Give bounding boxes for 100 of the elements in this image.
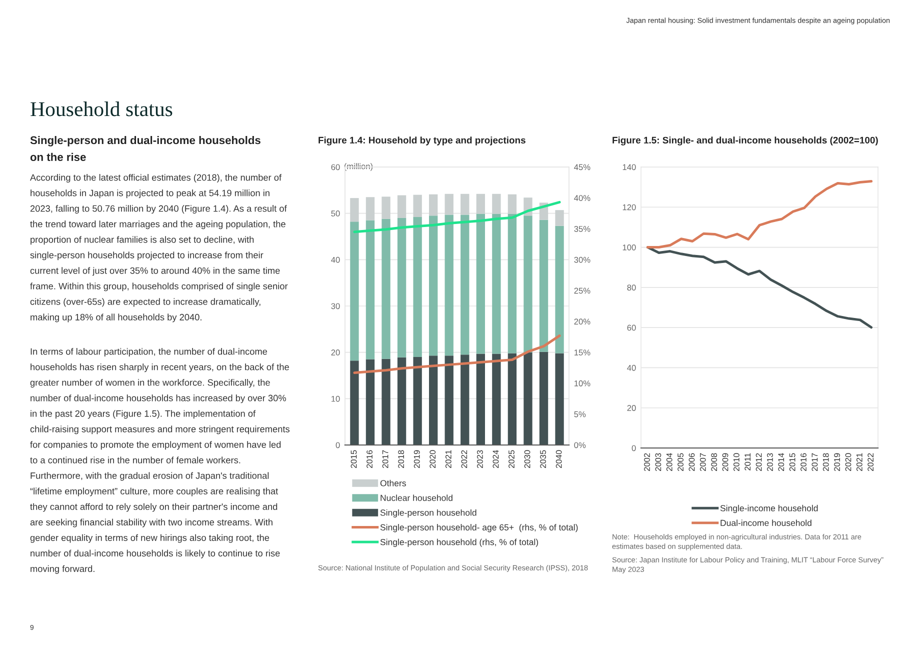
legend-label: Dual-income household bbox=[720, 520, 812, 526]
legend-label: Single-person household (rhs, % of total) bbox=[380, 538, 538, 547]
chart-title: Figure 1.5: Single- and dual-income households (2002=100) bbox=[612, 136, 878, 146]
x-tick-label: 2007 bbox=[700, 453, 706, 471]
text: According to the latest official estimates (2018), the number of households in Japan is projected to peak at 54.19 million in 2023, falling to 50.76 million by 2040 (Figure 1.4). As a result of the trend toward later marriages and the ageing population, the proportion of nuclear families is also set to decline, with single-person households projected to increase from their current level of just over 35% to around 40% in the same time frame. Within this group, households comprised of single senior citizens (over-65s) are expected to increase dramatically, making up 18% of all households by 2040. bbox=[30, 174, 288, 322]
legend-label: Others bbox=[380, 480, 406, 486]
line-series bbox=[353, 200, 561, 234]
bar bbox=[460, 194, 470, 215]
bar bbox=[413, 217, 422, 357]
x-tick-label: 2017 bbox=[382, 450, 388, 468]
x-tick-label: 2016 bbox=[366, 450, 372, 468]
bar bbox=[476, 354, 485, 445]
line-series bbox=[646, 180, 873, 249]
y-tick-label: 120 bbox=[622, 204, 636, 210]
bar bbox=[492, 194, 501, 214]
bar bbox=[350, 222, 359, 361]
bar bbox=[444, 194, 454, 215]
text: In terms of labour participation, the number of dual-income households has risen sharply in recent years, on the back of the greater number of women in the workforce. Specifically, the number of dual-income households has increased by over 30% in the past 20 years (Figure 1.5). The implementation of child-raising support measures and more stringent requirements for companies to promote the employment of women have led to a continued rise in the number of female workers. Furthermore, with the gradual erosion of Japan's traditional “lifetime employment” culture, more couples are realising that they cannot afford to rely solely on their partner's income and are seeking financial stability with two income streams. With gender equality in terms of new hirings also taking root, the number of dual-income households is likely to continue to rise moving forward. bbox=[30, 348, 290, 574]
bar bbox=[382, 196, 390, 219]
bar bbox=[413, 356, 422, 445]
x-tick-label: 2004 bbox=[666, 453, 672, 471]
bar bbox=[397, 218, 406, 358]
x-tick-label: 2023 bbox=[477, 450, 483, 468]
x-tick-label: 2019 bbox=[834, 453, 840, 471]
y2-tick-label: 45% bbox=[574, 164, 590, 170]
y-tick-label: 40 bbox=[627, 364, 636, 371]
bar bbox=[508, 353, 517, 445]
y-tick-label: 50 bbox=[331, 210, 340, 216]
x-tick-label: 2025 bbox=[508, 450, 514, 468]
bar bbox=[429, 194, 438, 216]
x-tick-label: 2014 bbox=[778, 453, 784, 471]
x-tick-label: 2020 bbox=[845, 453, 852, 471]
x-tick-label: 2009 bbox=[722, 453, 728, 471]
y-tick-label: 20 bbox=[331, 350, 340, 356]
chart-title: Figure 1.4: Household by type and projections bbox=[318, 136, 526, 146]
bar bbox=[555, 353, 564, 445]
y-tick-label: 10 bbox=[332, 396, 340, 402]
bar bbox=[350, 360, 359, 445]
y-tick-label: 40 bbox=[331, 256, 340, 263]
x-tick-label: 2030 bbox=[524, 450, 530, 468]
line-series bbox=[353, 334, 561, 374]
bar bbox=[492, 214, 501, 354]
bar bbox=[555, 226, 564, 354]
y2-tick-label: 30% bbox=[574, 256, 590, 263]
x-tick-label: 2010 bbox=[733, 453, 740, 471]
bar bbox=[555, 210, 564, 226]
x-tick-label: 2015 bbox=[350, 450, 357, 468]
x-tick-label: 2035 bbox=[540, 450, 546, 468]
x-tick-label: 2021 bbox=[445, 450, 452, 468]
y2-tick-label: 10% bbox=[574, 380, 590, 386]
x-tick-label: 2002 bbox=[644, 453, 650, 471]
x-tick-label: 2015 bbox=[789, 453, 796, 471]
bar bbox=[476, 214, 485, 354]
y-tick-label: 60 bbox=[331, 164, 340, 170]
bar bbox=[382, 218, 390, 359]
y2-tick-label: 35% bbox=[574, 226, 590, 232]
x-tick-label: 2006 bbox=[688, 453, 695, 471]
y-tick-label: 0 bbox=[632, 445, 636, 452]
text: Household status bbox=[30, 102, 172, 116]
x-tick-label: 2021 bbox=[856, 453, 862, 471]
y2-tick-label: 15% bbox=[574, 350, 590, 356]
x-tick-label: 2003 bbox=[655, 453, 662, 471]
x-tick-label: 2008 bbox=[711, 453, 718, 471]
bar bbox=[460, 354, 470, 445]
y2-tick-label: 20% bbox=[574, 318, 590, 325]
bar bbox=[524, 216, 532, 352]
bar bbox=[366, 220, 375, 360]
y-tick-label: 100 bbox=[622, 244, 636, 250]
text: Single-person and dual-income households on the rise bbox=[30, 136, 260, 162]
y2-tick-label: 0% bbox=[574, 442, 586, 448]
line-series bbox=[646, 246, 873, 329]
bar bbox=[539, 220, 548, 352]
y-tick-label: 0 bbox=[336, 442, 340, 448]
bar bbox=[382, 358, 390, 445]
bar bbox=[524, 352, 532, 445]
bar bbox=[444, 214, 454, 356]
y-tick-label: 140 bbox=[622, 164, 636, 170]
x-tick-label: 2018 bbox=[398, 450, 404, 468]
x-tick-label: 2022 bbox=[868, 453, 874, 471]
y-tick-label: 30 bbox=[331, 303, 340, 310]
bar bbox=[429, 216, 438, 356]
bar bbox=[539, 352, 548, 445]
bar bbox=[508, 214, 517, 354]
x-tick-label: 2012 bbox=[756, 453, 762, 471]
bar bbox=[508, 194, 517, 214]
x-tick-label: 2024 bbox=[492, 450, 499, 468]
x-tick-label: 2019 bbox=[414, 450, 420, 468]
legend-label: Nuclear household bbox=[380, 494, 452, 502]
legend-label: Single-person household bbox=[380, 509, 476, 518]
x-tick-label: 2005 bbox=[678, 453, 684, 471]
bar bbox=[476, 194, 485, 214]
y-tick-label: 80 bbox=[627, 284, 636, 291]
legend-label: Single-person household- age 65+ (rhs, % of total) bbox=[380, 524, 578, 532]
y2-tick-label: 25% bbox=[574, 288, 590, 294]
legend-label: Single-income household bbox=[720, 504, 818, 514]
bar bbox=[350, 198, 359, 222]
y2-tick-label: 5% bbox=[574, 411, 586, 418]
x-tick-label: 2018 bbox=[822, 453, 829, 471]
x-tick-label: 2011 bbox=[744, 453, 751, 470]
y2-tick-label: 40% bbox=[574, 195, 590, 201]
